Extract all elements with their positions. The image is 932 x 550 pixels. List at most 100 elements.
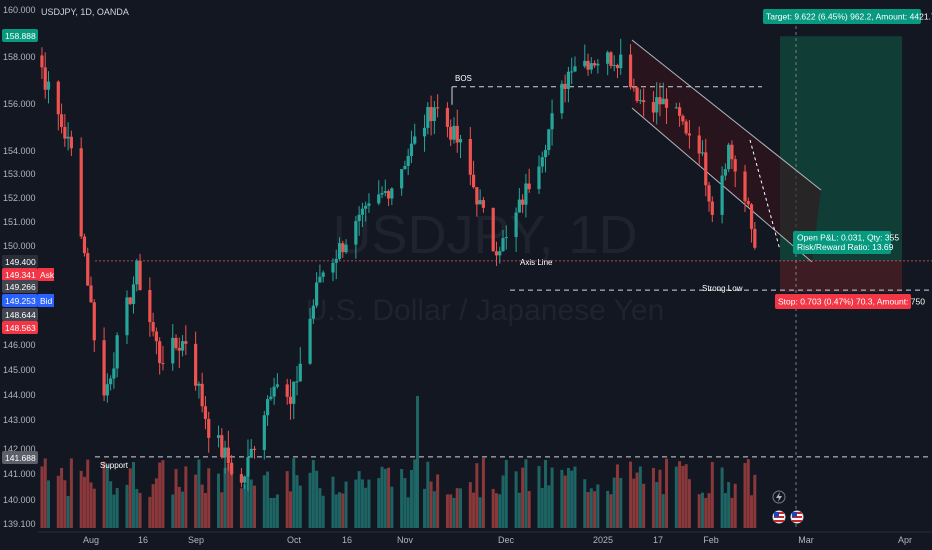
volume-bar xyxy=(80,471,83,528)
us-flag-icon[interactable] xyxy=(773,511,785,523)
volume-bar xyxy=(40,467,43,528)
price-tick-label: 151.000 xyxy=(3,217,36,227)
candle-body xyxy=(629,55,632,88)
candle-body xyxy=(295,381,298,382)
volume-bar xyxy=(407,497,410,528)
volume-bar xyxy=(498,494,501,528)
candle-body xyxy=(635,88,638,101)
candle-body xyxy=(44,67,47,89)
candle-body xyxy=(730,145,733,159)
candle-body xyxy=(429,107,432,121)
price-tick-label: 146.000 xyxy=(3,340,36,350)
candle-body xyxy=(701,152,704,153)
volume-bar xyxy=(309,473,312,528)
volume-bar xyxy=(744,463,747,528)
volume-bar xyxy=(67,496,70,528)
candle-body xyxy=(86,253,89,285)
volume-bar xyxy=(178,487,181,528)
candle-body xyxy=(639,100,642,101)
candle-body xyxy=(132,284,135,304)
volume-bar xyxy=(609,494,612,528)
price-tick-label: 150.000 xyxy=(3,241,36,251)
volume-bar xyxy=(181,492,184,528)
volume-bar xyxy=(502,475,505,528)
volume-bar xyxy=(201,485,204,528)
volume-bar xyxy=(430,481,433,528)
candle-body xyxy=(711,201,714,214)
candle-body xyxy=(367,203,370,205)
volume-bar xyxy=(590,488,593,528)
price-badge-label: 148.644 xyxy=(5,310,36,320)
candle-body xyxy=(286,384,289,396)
candle-body xyxy=(482,200,485,208)
volume-bar xyxy=(551,468,554,528)
volume-bar xyxy=(132,462,135,528)
price-tick-label: 160.000 xyxy=(3,5,36,15)
price-tick-label: 141.000 xyxy=(3,469,36,479)
candle-body xyxy=(344,245,347,253)
volume-bar xyxy=(515,471,518,528)
candle-body xyxy=(299,364,302,382)
candle-body xyxy=(273,387,276,397)
volume-bar xyxy=(642,484,645,528)
volume-bar xyxy=(698,494,701,528)
candle-body xyxy=(217,435,220,438)
volume-bar xyxy=(629,462,632,528)
volume-bar xyxy=(446,494,449,528)
volume-bar xyxy=(243,484,246,528)
volume-bar xyxy=(619,478,622,528)
volume-bar xyxy=(70,458,73,528)
price-badge-label: 158.888 xyxy=(5,31,36,41)
volume-bar xyxy=(492,489,495,528)
candle-body xyxy=(583,61,586,66)
volume-bar xyxy=(734,484,737,528)
chart-header-symbol[interactable]: USDJPY, 1D, OANDA xyxy=(41,7,129,17)
us-flag-icon[interactable] xyxy=(791,511,803,523)
volume-bar xyxy=(171,495,174,528)
volume-bar xyxy=(358,471,361,528)
volume-bar xyxy=(662,494,665,528)
candle-body xyxy=(613,65,616,66)
candle-body xyxy=(125,297,128,335)
volume-bar xyxy=(537,466,540,528)
candle-body xyxy=(197,384,200,386)
volume-bar xyxy=(573,467,576,528)
volume-bar xyxy=(93,489,96,528)
candle-body xyxy=(40,55,43,67)
volume-bar xyxy=(112,495,115,528)
candle-body xyxy=(250,449,253,457)
volume-bar xyxy=(704,498,707,528)
strong-low-label: Strong Low xyxy=(702,284,743,293)
volume-bar xyxy=(161,460,164,528)
price-tick-label: 145.000 xyxy=(3,365,36,375)
time-tick-label: Nov xyxy=(397,535,414,545)
candle-body xyxy=(413,136,416,143)
price-tick-label: 153.000 xyxy=(3,169,36,179)
volume-bar xyxy=(361,479,364,528)
candle-body xyxy=(403,166,406,169)
candle-body xyxy=(338,243,341,259)
volume-bar xyxy=(227,463,230,528)
volume-bar xyxy=(436,474,439,528)
volume-bar xyxy=(341,493,344,528)
candle-body xyxy=(201,384,204,406)
candle-body xyxy=(750,204,753,229)
volume-bar xyxy=(449,494,452,528)
volume-bar xyxy=(184,466,187,528)
volume-bar xyxy=(47,480,50,528)
volume-bar xyxy=(459,488,462,528)
candle-body xyxy=(230,463,233,474)
volume-bar xyxy=(681,466,684,528)
time-tick-label: Dec xyxy=(498,535,515,545)
price-tick-label: 139.100 xyxy=(3,519,36,529)
volume-bar xyxy=(528,491,531,528)
volume-bar xyxy=(331,477,334,528)
candle-body xyxy=(276,384,279,386)
volume-bar xyxy=(57,476,60,528)
candle-body xyxy=(161,363,164,364)
candle-body xyxy=(658,97,661,104)
volume-bar xyxy=(639,466,642,528)
candle-body xyxy=(609,52,612,66)
watermark-symbol: USDJPY, 1D xyxy=(332,205,637,265)
